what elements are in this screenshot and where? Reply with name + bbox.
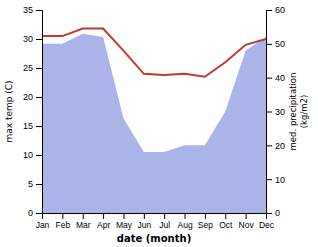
- x-axis-tick: May: [116, 213, 133, 230]
- y-axis-tick-mark: [36, 39, 42, 40]
- x-axis-tick-mark: [225, 213, 226, 219]
- x-axis-title: date (month): [117, 233, 191, 244]
- y-axis-tick-label: 5: [28, 179, 33, 189]
- y2-axis-tick-label: 50: [275, 39, 285, 49]
- y-axis-line: [36, 11, 43, 214]
- x-axis-tick: Jul: [159, 213, 170, 230]
- x-axis-tick-label: Aug: [177, 220, 192, 230]
- x-axis-tick: Oct: [219, 213, 233, 230]
- y2-axis-title-line: med. precipitation: [288, 73, 298, 151]
- y2-axis: 0 10 20 30 40 50 60: [266, 5, 285, 218]
- x-axis-tick-label: Feb: [56, 220, 71, 230]
- y2-axis-tick-label: 10: [275, 175, 285, 185]
- y-axis: 0 5 10 15 20 25 30 35: [23, 5, 43, 218]
- y-axis-tick: 10: [23, 150, 42, 160]
- x-axis-tick: Dec: [259, 213, 275, 230]
- x-axis-tick: Aug: [177, 213, 192, 230]
- y2-axis-tick-mark: [266, 78, 272, 79]
- y-axis-tick: 5: [28, 179, 42, 189]
- marks: [42, 29, 266, 213]
- y-axis-tick: 15: [23, 121, 42, 131]
- y-axis-tick: 30: [23, 34, 42, 44]
- x-axis-tick-label: Apr: [97, 220, 110, 230]
- y-axis-tick-label: 20: [23, 92, 33, 102]
- x-axis-tick: Feb: [56, 213, 71, 230]
- x-axis-tick-mark: [62, 213, 63, 219]
- y2-axis-tick: 20: [266, 141, 285, 151]
- y-axis-tick-mark: [36, 155, 42, 156]
- x-axis-tick-mark: [83, 213, 84, 219]
- x-axis-tick-mark: [205, 213, 206, 219]
- x-axis-line: [43, 214, 267, 220]
- x-axis-tick-label: Nov: [239, 220, 255, 230]
- x-axis: Jan Feb Mar Apr May Jun Jul Aug Sep Oct Nov Dec: [36, 213, 275, 230]
- y2-axis-tick-mark: [266, 44, 272, 45]
- x-axis-tick-mark: [123, 213, 124, 219]
- x-axis-tick-mark: [144, 213, 145, 219]
- y-axis-tick: 25: [23, 63, 42, 73]
- x-axis-tick-label: Oct: [219, 220, 233, 230]
- y-axis-tick: 20: [23, 92, 42, 102]
- plot: JanFebMarAprMayJunJulAugSepOctNovDec0510…: [23, 5, 285, 230]
- x-axis-tick: Jun: [137, 213, 151, 230]
- x-axis-tick: Apr: [97, 213, 110, 230]
- x-axis-tick-mark: [246, 213, 247, 219]
- x-axis-tick-label: Sep: [198, 220, 213, 230]
- x-axis-tick: Sep: [198, 213, 213, 230]
- y2-axis-tick: 60: [266, 5, 285, 15]
- y2-axis-tick-mark: [266, 112, 272, 113]
- precipitation-area: [42, 34, 266, 213]
- y-axis-tick-label: 25: [23, 63, 33, 73]
- y2-axis-tick: 50: [266, 39, 285, 49]
- x-axis-tick-mark: [164, 213, 165, 219]
- y-axis-tick-mark: [36, 184, 42, 185]
- x-axis-tick-label: Jan: [36, 220, 50, 230]
- y2-axis-tick-mark: [266, 213, 272, 214]
- x-axis-tick-label: Mar: [76, 220, 91, 230]
- y-axis-tick: 0: [28, 208, 42, 218]
- y-axis-tick-mark: [36, 97, 42, 98]
- y2-axis-title-line: (kg/m2): [299, 95, 309, 129]
- x-axis-tick: Nov: [239, 213, 255, 230]
- x-axis-tick-label: May: [116, 220, 133, 230]
- y2-axis-tick: 0: [266, 208, 280, 218]
- y-axis-tick-mark: [36, 10, 42, 11]
- y2-axis-tick: 30: [266, 107, 285, 117]
- y2-axis-tick-label: 60: [275, 5, 285, 15]
- y-axis-tick-label: 15: [23, 121, 33, 131]
- y-axis-tick-label: 0: [28, 208, 33, 218]
- y2-axis-line: [267, 11, 273, 214]
- chart: JanFebMarAprMayJunJulAugSepOctNovDec0510…: [0, 0, 318, 247]
- y2-axis-tick-label: 40: [275, 73, 285, 83]
- y-axis-tick-label: 10: [23, 150, 33, 160]
- y-axis-tick-mark: [36, 126, 42, 127]
- y-axis-tick-label: 30: [23, 34, 33, 44]
- y2-axis-tick-label: 20: [275, 141, 285, 151]
- y2-axis-tick: 10: [266, 175, 285, 185]
- y-axis-tick-mark: [36, 68, 42, 69]
- x-axis-tick-label: Jun: [137, 220, 151, 230]
- x-axis-tick-mark: [103, 213, 104, 219]
- y2-axis-tick-mark: [266, 145, 272, 146]
- y2-axis-title: med. precipitation(kg/m2): [288, 73, 309, 151]
- x-axis-tick: Mar: [76, 213, 91, 230]
- y2-axis-tick-label: 0: [275, 208, 280, 218]
- y-axis-tick-label: 35: [23, 5, 33, 15]
- x-axis-tick-mark: [185, 213, 186, 219]
- y-axis-tick: 35: [23, 5, 42, 15]
- x-axis-tick-label: Jul: [159, 220, 170, 230]
- x-axis-tick: Jan: [36, 213, 50, 230]
- x-axis-tick-label: Dec: [259, 220, 275, 230]
- y2-axis-tick-label: 30: [275, 107, 285, 117]
- temperature-line: [42, 29, 266, 77]
- y2-axis-tick-mark: [266, 179, 272, 180]
- y2-axis-tick: 40: [266, 73, 285, 83]
- y-axis-tick-mark: [36, 213, 42, 214]
- y-axis-title: max temp (C): [4, 80, 14, 142]
- y2-axis-tick-mark: [266, 10, 272, 11]
